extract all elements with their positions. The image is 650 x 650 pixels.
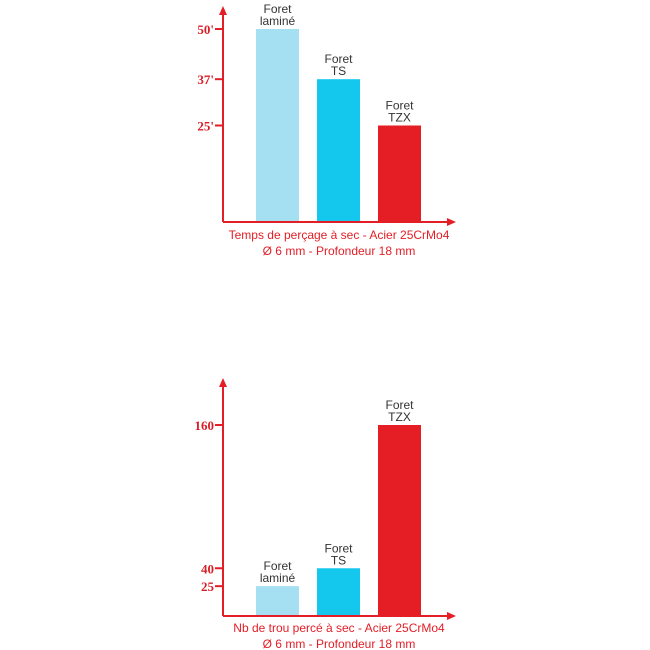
bar-1 [317, 79, 360, 223]
chart-caption-line-1: Ø 6 mm - Profondeur 18 mm [263, 244, 416, 258]
bar-label-0-line-0: Foret [263, 559, 292, 573]
bar-label-0-line-0: Foret [263, 2, 292, 16]
bar-label-1-line-1: TS [331, 553, 346, 567]
bar-label-1-line-0: Foret [324, 541, 353, 555]
x-axis-arrow [447, 612, 456, 620]
y-tick-label-0: 50' [197, 22, 214, 37]
chart-caption-line-0: Nb de trou percé à sec - Acier 25CrMo4 [233, 621, 445, 635]
chart-caption-line-1: Ø 6 mm - Profondeur 18 mm [263, 637, 416, 650]
bar-0 [256, 29, 299, 222]
bar-2 [378, 125, 421, 222]
bar-label-1-line-1: TS [331, 64, 346, 78]
bar-label-1-line-0: Foret [324, 52, 353, 66]
y-tick-label-2: 25' [197, 119, 214, 134]
bar-label-2-line-1: TZX [388, 111, 411, 125]
bar-label-0-line-1: laminé [260, 14, 296, 28]
y-tick-label-0: 160 [195, 418, 215, 433]
bar-2 [378, 425, 421, 616]
x-axis-arrow [447, 218, 456, 226]
y-axis-arrow [219, 6, 227, 15]
bar-label-0-line-1: laminé [260, 571, 296, 585]
bar-label-2-line-0: Foret [385, 398, 414, 412]
y-tick-label-1: 40 [201, 561, 214, 576]
bar-label-2-line-0: Foret [385, 99, 414, 113]
chart-caption-line-0: Temps de perçage à sec - Acier 25CrMo4 [229, 228, 450, 242]
bar-1 [317, 568, 360, 616]
drilling-time-chart: ForetlaminéForetTSForetTZX50'37'25'Temps… [197, 2, 456, 258]
y-axis-arrow [219, 378, 227, 387]
bar-0 [256, 586, 299, 616]
y-tick-label-2: 25 [201, 579, 215, 594]
bar-label-2-line-1: TZX [388, 410, 411, 424]
y-tick-label-1: 37' [197, 72, 214, 87]
